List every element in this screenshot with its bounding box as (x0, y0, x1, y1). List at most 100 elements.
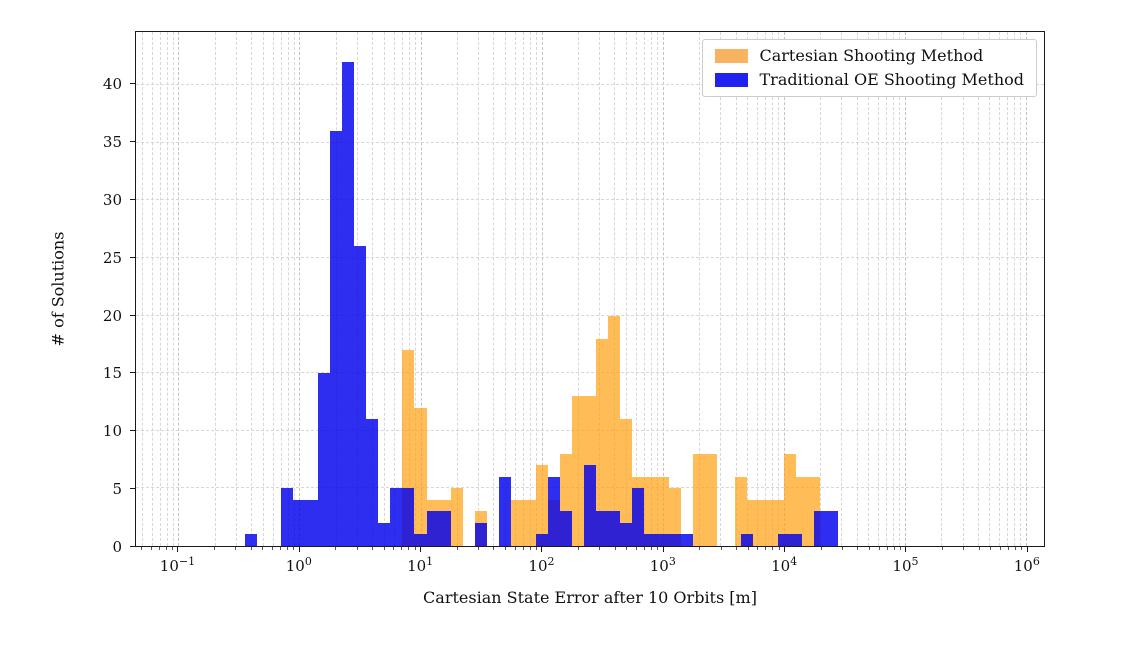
histogram-bin (795, 476, 808, 546)
major-gridline (420, 32, 422, 546)
x-minor-tick (493, 547, 495, 550)
minor-gridline (287, 32, 289, 546)
minor-gridline (151, 32, 153, 546)
histogram-bin (353, 246, 366, 546)
x-minor-tick (1021, 547, 1023, 550)
x-tick-label: 10−1 (159, 555, 196, 575)
minor-gridline (408, 32, 410, 546)
x-minor-tick (644, 547, 645, 550)
x-minor-tick (778, 547, 780, 550)
legend-entry: Cartesian Shooting Method (714, 48, 1025, 64)
y-tick (130, 141, 135, 143)
minor-gridline (893, 32, 895, 546)
histogram-bin (789, 534, 802, 546)
x-minor-tick (626, 547, 628, 550)
histogram-bin (596, 338, 609, 546)
x-tick-label: 103 (649, 555, 676, 575)
histogram-bin (378, 522, 391, 546)
minor-gridline (720, 32, 722, 546)
y-tick (130, 372, 135, 374)
minor-gridline (1014, 32, 1016, 546)
y-tick-label: 30 (102, 190, 122, 209)
minor-gridline (735, 32, 737, 546)
x-minor-tick (140, 547, 142, 550)
minor-gridline (962, 32, 964, 546)
x-minor-tick (262, 547, 264, 550)
major-gridline (178, 32, 180, 546)
major-gridline (541, 32, 543, 546)
histogram-bin (813, 511, 827, 546)
histogram-bin (777, 534, 790, 546)
histogram-bin (632, 488, 645, 546)
histogram-bin (450, 488, 463, 546)
minor-gridline (293, 32, 295, 546)
histogram-bin (608, 511, 621, 546)
x-major-tick (784, 547, 786, 552)
x-minor-tick (720, 547, 722, 550)
minor-gridline (372, 32, 374, 546)
x-tick-label: 102 (528, 555, 555, 575)
x-minor-tick (599, 547, 601, 550)
x-minor-tick (356, 547, 358, 550)
x-minor-tick (772, 547, 774, 550)
minor-gridline (522, 32, 524, 546)
x-minor-tick (1015, 547, 1017, 550)
histogram-bin (620, 419, 633, 546)
gridlines (136, 32, 1044, 546)
minor-gridline (626, 32, 628, 546)
x-minor-tick (941, 547, 943, 550)
y-tick (130, 488, 135, 490)
histogram-bin (705, 453, 718, 546)
minor-gridline (1020, 32, 1022, 546)
histogram-bin (305, 499, 318, 546)
histogram-bin (547, 476, 560, 546)
histogram-bin (293, 499, 306, 546)
histogram-bin (414, 534, 427, 546)
minor-gridline (141, 32, 143, 546)
x-axis-label: Cartesian State Error after 10 Orbits [m… (423, 588, 757, 607)
horizontal-gridline (136, 372, 1044, 374)
histogram-bin (414, 407, 427, 546)
minor-gridline (401, 32, 403, 546)
x-tick-label: 100 (285, 555, 312, 575)
histogram-bin (692, 453, 705, 546)
histogram-bin (783, 453, 796, 546)
x-minor-tick (293, 547, 295, 550)
x-minor-tick (757, 547, 759, 550)
minor-gridline (886, 32, 888, 546)
histogram-bin (644, 476, 657, 546)
x-minor-tick (893, 547, 895, 550)
x-minor-tick (271, 547, 273, 550)
x-minor-tick (158, 547, 160, 550)
minor-gridline (635, 32, 637, 546)
histogram-bin (644, 534, 657, 546)
histogram-bin (680, 534, 693, 546)
histogram-bin (656, 476, 669, 546)
major-gridline (783, 32, 785, 546)
x-minor-tick (514, 547, 516, 550)
minor-gridline (747, 32, 749, 546)
minor-gridline (998, 32, 1000, 546)
y-tick (130, 430, 135, 432)
major-gridline (662, 32, 664, 546)
histogram-bin (668, 534, 681, 546)
x-major-tick (420, 547, 422, 552)
x-minor-tick (522, 547, 524, 550)
histogram-bin (747, 499, 760, 546)
y-tick-label: 0 (112, 538, 122, 556)
x-minor-tick (635, 547, 637, 550)
x-minor-tick (747, 547, 749, 550)
x-minor-tick (978, 547, 980, 550)
minor-gridline (657, 32, 659, 546)
minor-gridline (877, 32, 879, 546)
minor-gridline (478, 32, 480, 546)
histogram-bin (826, 511, 839, 546)
minor-gridline (393, 32, 395, 546)
minor-gridline (899, 32, 901, 546)
minor-gridline (536, 32, 538, 546)
minor-gridline (650, 32, 652, 546)
y-tick-label: 5 (112, 480, 122, 499)
legend: Cartesian Shooting Method Traditional OE … (701, 39, 1037, 97)
y-axis-ticks: 0 5 10 15 20 25 30 35 40 (85, 31, 135, 556)
histogram-bin (426, 511, 439, 546)
